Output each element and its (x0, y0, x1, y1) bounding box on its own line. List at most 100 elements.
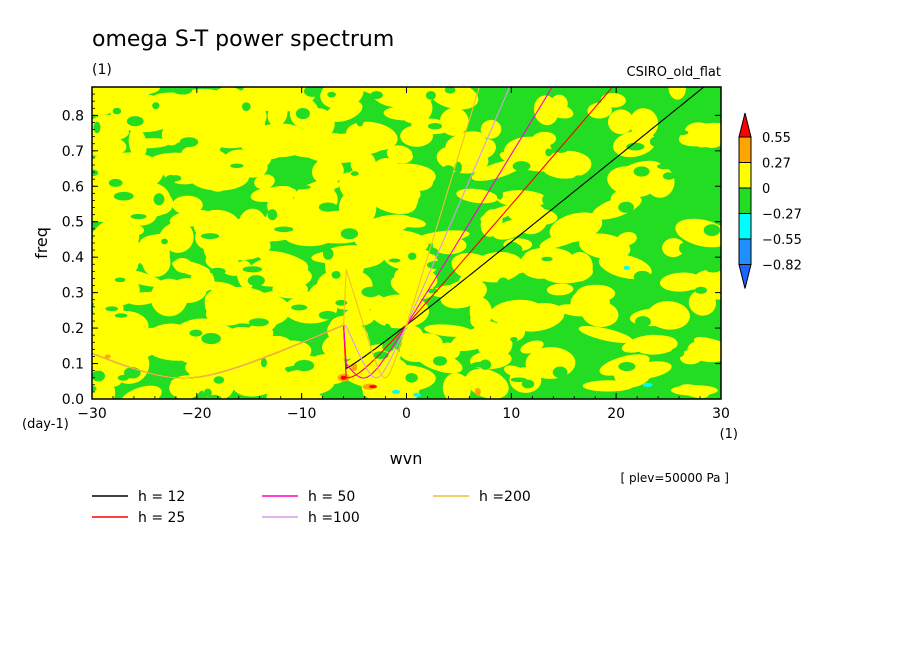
field-patch (618, 361, 636, 372)
field-patch (92, 169, 99, 177)
field-patch (428, 248, 439, 255)
field-patch (92, 370, 105, 382)
field-patch (626, 142, 645, 151)
x-unit-label: (1) (720, 427, 738, 442)
y-axis-label: freq (32, 227, 51, 259)
field-patch (358, 230, 429, 258)
field-patch (383, 323, 391, 335)
field-patch (277, 258, 309, 278)
field-spot (104, 354, 111, 359)
field-patch (685, 87, 700, 97)
colorbar-swatch (738, 238, 752, 265)
field-patch (335, 299, 348, 306)
field-patch (521, 379, 535, 389)
field-spot (392, 389, 401, 394)
y-tick-label: 0.1 (62, 357, 84, 373)
field-patch (679, 349, 704, 365)
field-patch (228, 294, 283, 325)
field-patch (128, 138, 171, 149)
field-patch (442, 172, 459, 183)
field-patch (254, 174, 275, 190)
field-patch (242, 102, 251, 111)
field-patch (294, 360, 315, 372)
field-patch (295, 108, 310, 120)
field-patch (247, 275, 265, 287)
field-patch (524, 247, 573, 266)
field-patch (280, 179, 289, 184)
field-patch (179, 137, 199, 148)
legend-label: h = 25 (138, 510, 185, 526)
field-patch (495, 318, 526, 342)
field-spot (368, 385, 377, 389)
field-patch (200, 233, 220, 240)
field-patch (201, 333, 221, 345)
x-tick-label: −30 (77, 406, 107, 422)
field-patch (424, 324, 474, 337)
field-patch (331, 271, 341, 279)
field-patch (383, 106, 419, 121)
field-patch (659, 272, 703, 292)
field-patch (445, 131, 486, 153)
colorbar-cap-top (738, 112, 752, 138)
plot-area (92, 87, 721, 399)
field-patch (117, 374, 129, 381)
field-patch (92, 273, 140, 307)
field-patch (93, 219, 140, 254)
field-patch (350, 171, 359, 176)
field-patch (635, 228, 643, 238)
field-patch (266, 386, 292, 399)
x-tick-label: 20 (607, 406, 625, 422)
field-spot (340, 375, 347, 380)
field-patch (633, 335, 678, 355)
field-patch (244, 220, 299, 242)
field-patch (541, 150, 592, 179)
field-patch (168, 278, 207, 303)
plev-note: [ plev=50000 Pa ] (620, 471, 729, 485)
field-patch (142, 247, 171, 277)
field-patch (514, 88, 527, 98)
x-axis-label: wvn (390, 449, 423, 468)
y-tick-label: 0.5 (62, 215, 84, 231)
field-patch (272, 280, 309, 299)
field-patch (113, 191, 134, 201)
field-patch (444, 87, 456, 94)
field-patch (454, 161, 462, 174)
x-tick-label: −10 (287, 406, 317, 422)
field-spot (412, 392, 421, 397)
model-label: CSIRO_old_flat (627, 65, 722, 80)
field-patch (370, 91, 383, 100)
field-patch (412, 150, 428, 159)
field-patch (230, 163, 244, 168)
field-patch (633, 270, 652, 283)
field-patch (542, 193, 552, 206)
field-patch (172, 195, 203, 215)
field-patch (112, 107, 122, 115)
field-patch (608, 109, 634, 135)
field-patch (591, 195, 642, 220)
field-patch (92, 156, 121, 180)
field-patch (390, 216, 426, 228)
field-patch (249, 87, 315, 112)
y-unit-label: (day-1) (22, 417, 69, 432)
field-patch (471, 159, 525, 181)
y-tick-label: 0.6 (62, 179, 84, 195)
field-patch (370, 294, 429, 329)
field-patch (276, 369, 335, 396)
field-patch (267, 209, 278, 221)
field-patch (442, 165, 455, 174)
y-tick-label: 0.3 (62, 286, 84, 302)
field-patch (450, 325, 504, 352)
field-patch (616, 231, 637, 246)
field-patch (635, 316, 651, 328)
field-patch (189, 329, 203, 337)
field-patch (92, 386, 97, 392)
field-patch (213, 376, 225, 384)
field-patch (325, 100, 363, 122)
field-patch (504, 136, 552, 165)
field-patch (437, 342, 461, 360)
x-tick-label: 30 (712, 406, 730, 422)
colorbar-swatch (738, 162, 752, 189)
field-patch (510, 377, 527, 383)
field-patch (545, 148, 553, 157)
